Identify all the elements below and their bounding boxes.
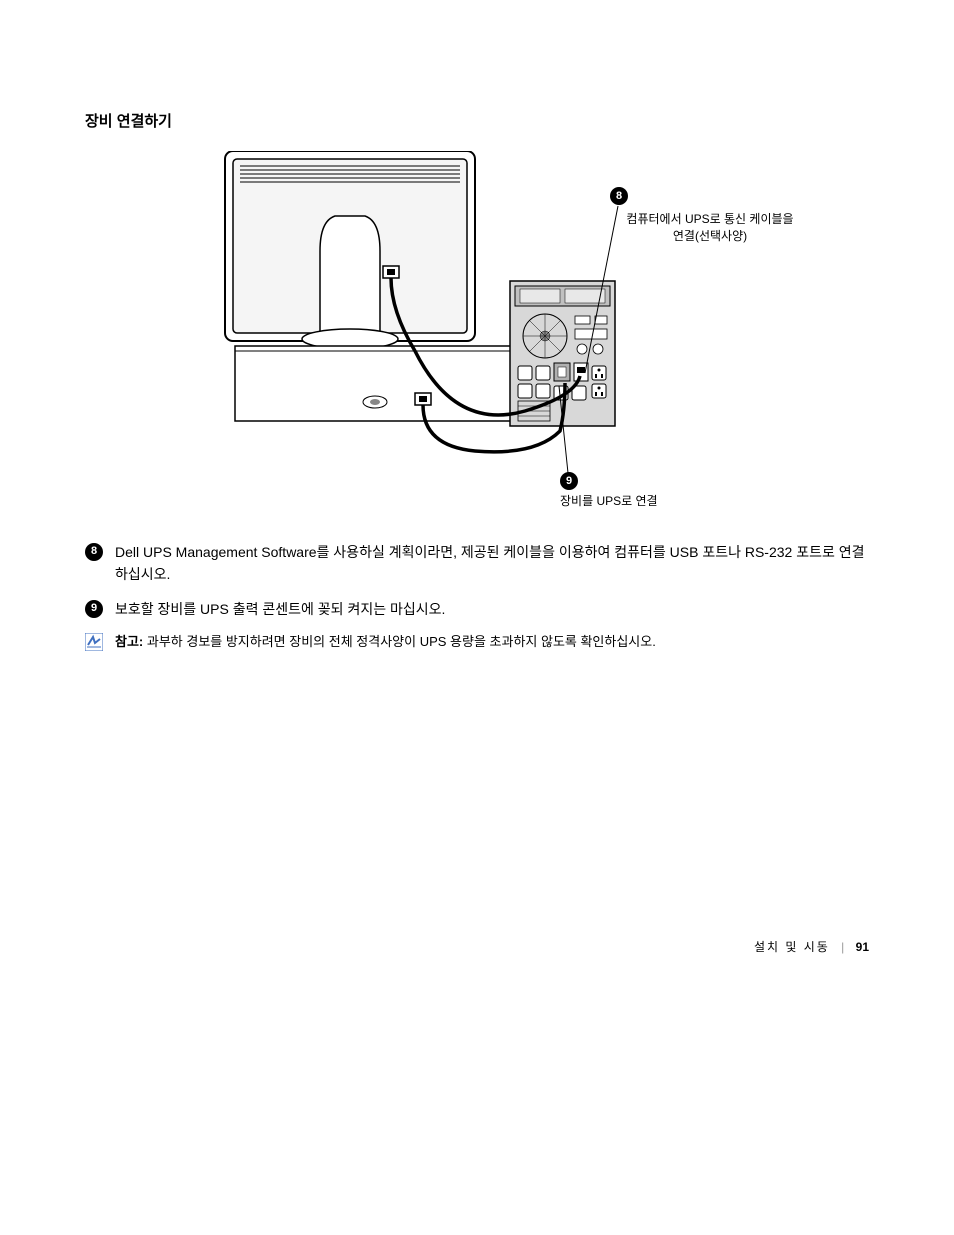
section-title: 장비 연결하기: [85, 110, 869, 131]
footer-divider: |: [841, 940, 844, 954]
step-8-text: Dell UPS Management Software를 사용하실 계획이라면…: [115, 541, 869, 586]
note-label: 참고:: [115, 634, 143, 649]
step-9-text: 보호할 장비를 UPS 출력 콘센트에 꽂되 켜지는 마십시오.: [115, 598, 869, 620]
callout-8: 8 컴퓨터에서 UPS로 통신 케이블을 연결(선택사양): [610, 186, 810, 245]
footer-section: 설치 및 시동: [754, 940, 830, 954]
step-8-badge: 8: [85, 543, 103, 561]
callout-8-line2: 연결(선택사양): [673, 229, 747, 243]
callout-8-line1: 컴퓨터에서 UPS로 통신 케이블을: [626, 212, 793, 226]
note-text: 과부하 경보를 방지하려면 장비의 전체 정격사양이 UPS 용량을 초과하지 …: [143, 634, 656, 649]
page-footer: 설치 및 시동 | 91: [754, 938, 869, 955]
step-9: 9 보호할 장비를 UPS 출력 콘센트에 꽂되 켜지는 마십시오.: [85, 598, 869, 620]
step-8: 8 Dell UPS Management Software를 사용하실 계획이…: [85, 541, 869, 586]
badge-8-icon: 8: [610, 187, 628, 205]
step-list: 8 Dell UPS Management Software를 사용하실 계획이…: [85, 541, 869, 653]
step-9-badge: 9: [85, 600, 103, 618]
note: 참고: 과부하 경보를 방지하려면 장비의 전체 정격사양이 UPS 용량을 초…: [85, 632, 869, 653]
callout-9: 9 장비를 UPS로 연결: [560, 471, 658, 509]
badge-9-icon: 9: [560, 472, 578, 490]
connection-diagram: 8 컴퓨터에서 UPS로 통신 케이블을 연결(선택사양) 9 장비를 UPS로…: [215, 151, 815, 521]
note-icon: [85, 633, 103, 651]
footer-page-number: 91: [856, 940, 869, 954]
callout-9-text: 장비를 UPS로 연결: [560, 492, 658, 509]
